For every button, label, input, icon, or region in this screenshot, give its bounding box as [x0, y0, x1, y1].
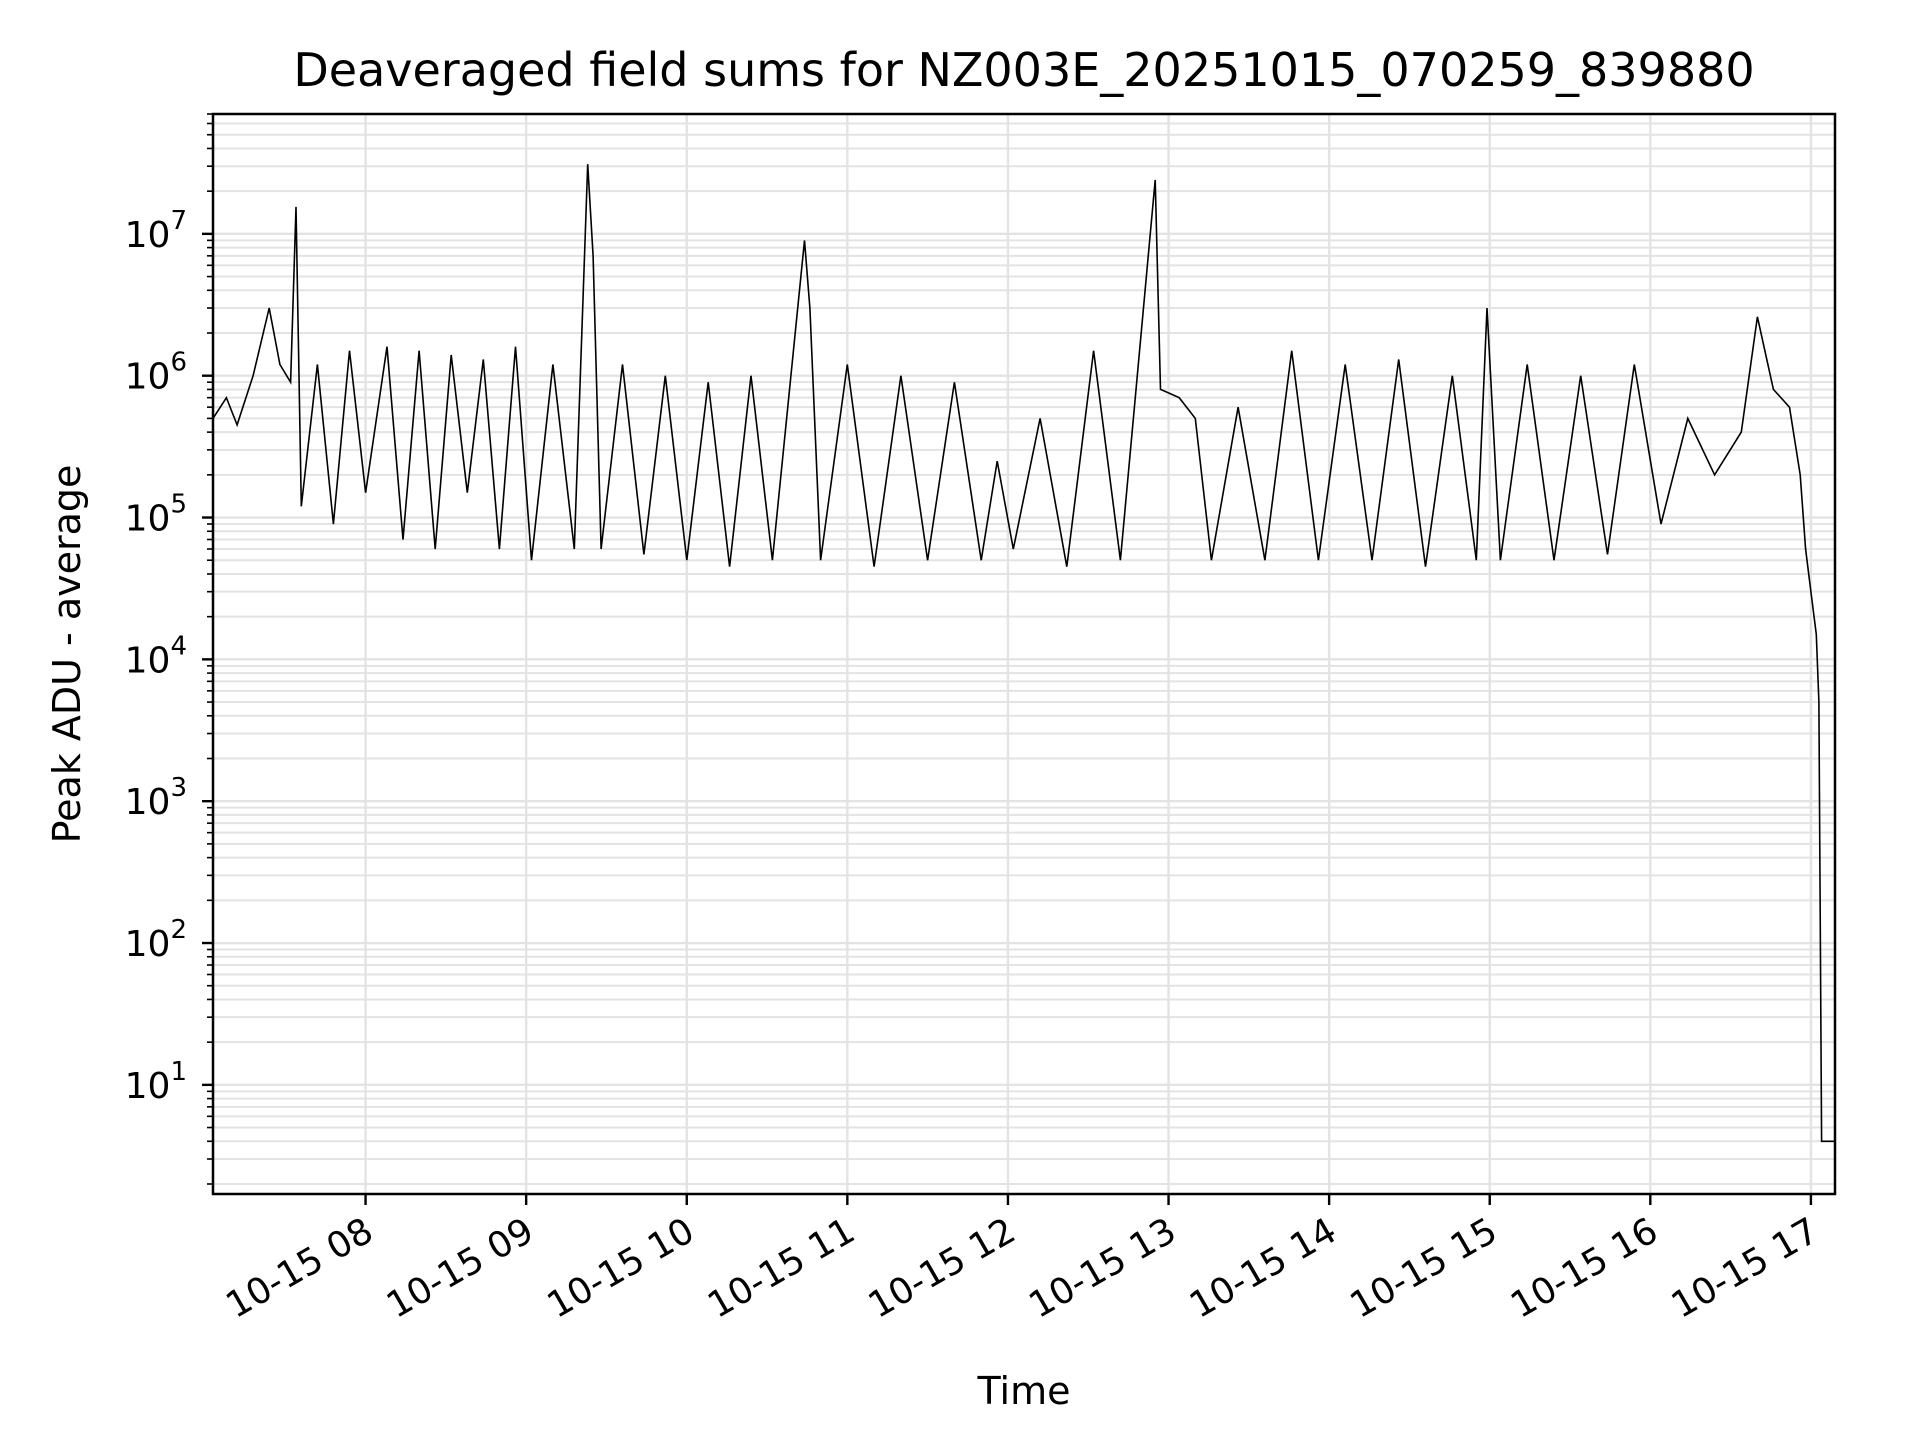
- x-tick-label: 10-15 14: [1183, 1210, 1344, 1326]
- y-tick-label: 107: [125, 206, 187, 256]
- y-tick-label-base: 10: [125, 215, 171, 256]
- y-tick-label-base: 10: [125, 499, 171, 540]
- chart-title: Deaveraged field sums for NZ003E_2025101…: [293, 43, 1754, 97]
- y-tick-label: 102: [125, 915, 187, 965]
- y-tick-label: 103: [125, 773, 187, 823]
- plot-area: [212, 164, 1835, 1143]
- x-axis: 10-15 08 10-15 09 10-15 10 10-15 11 10-15 12…: [219, 1194, 1825, 1327]
- y-tick-label-exponent: 6: [170, 348, 187, 378]
- y-tick-label-base: 10: [125, 782, 171, 823]
- y-tick-label: 101: [125, 1057, 187, 1107]
- x-tick-label: 10-15 08: [219, 1210, 380, 1326]
- y-tick-label-exponent: 4: [170, 631, 187, 661]
- y-tick-label-exponent: 1: [170, 1057, 187, 1087]
- y-tick-label-base: 10: [125, 357, 171, 398]
- x-tick-label: 10-15 13: [1022, 1210, 1183, 1326]
- y-tick-label: 106: [125, 348, 187, 398]
- x-tick-label: 10-15 15: [1344, 1210, 1505, 1326]
- x-tick-label: 10-15 10: [541, 1210, 702, 1326]
- y-axis-label: Peak ADU - average: [45, 465, 89, 844]
- grid: [213, 113, 1835, 1194]
- y-tick-label-exponent: 5: [170, 490, 187, 520]
- y-tick-label: 104: [125, 631, 187, 681]
- y-tick-label-exponent: 7: [170, 206, 187, 236]
- x-tick-label: 10-15 11: [701, 1210, 862, 1326]
- y-tick-label: 105: [125, 490, 187, 540]
- y-tick-label-exponent: 3: [170, 773, 187, 803]
- x-tick-label: 10-15 12: [862, 1210, 1023, 1326]
- y-tick-label-exponent: 2: [170, 915, 187, 945]
- x-tick-label: 10-15 16: [1504, 1210, 1665, 1326]
- plot-frame: [211, 112, 1837, 1196]
- series-line: [212, 164, 1835, 1143]
- y-tick-label-base: 10: [125, 1066, 171, 1107]
- x-axis-label: Time: [977, 1369, 1071, 1413]
- y-tick-label-base: 10: [125, 640, 171, 681]
- y-tick-label-base: 10: [125, 924, 171, 965]
- x-tick-label: 10-15 09: [380, 1210, 541, 1326]
- x-tick-label: 10-15 17: [1665, 1210, 1826, 1326]
